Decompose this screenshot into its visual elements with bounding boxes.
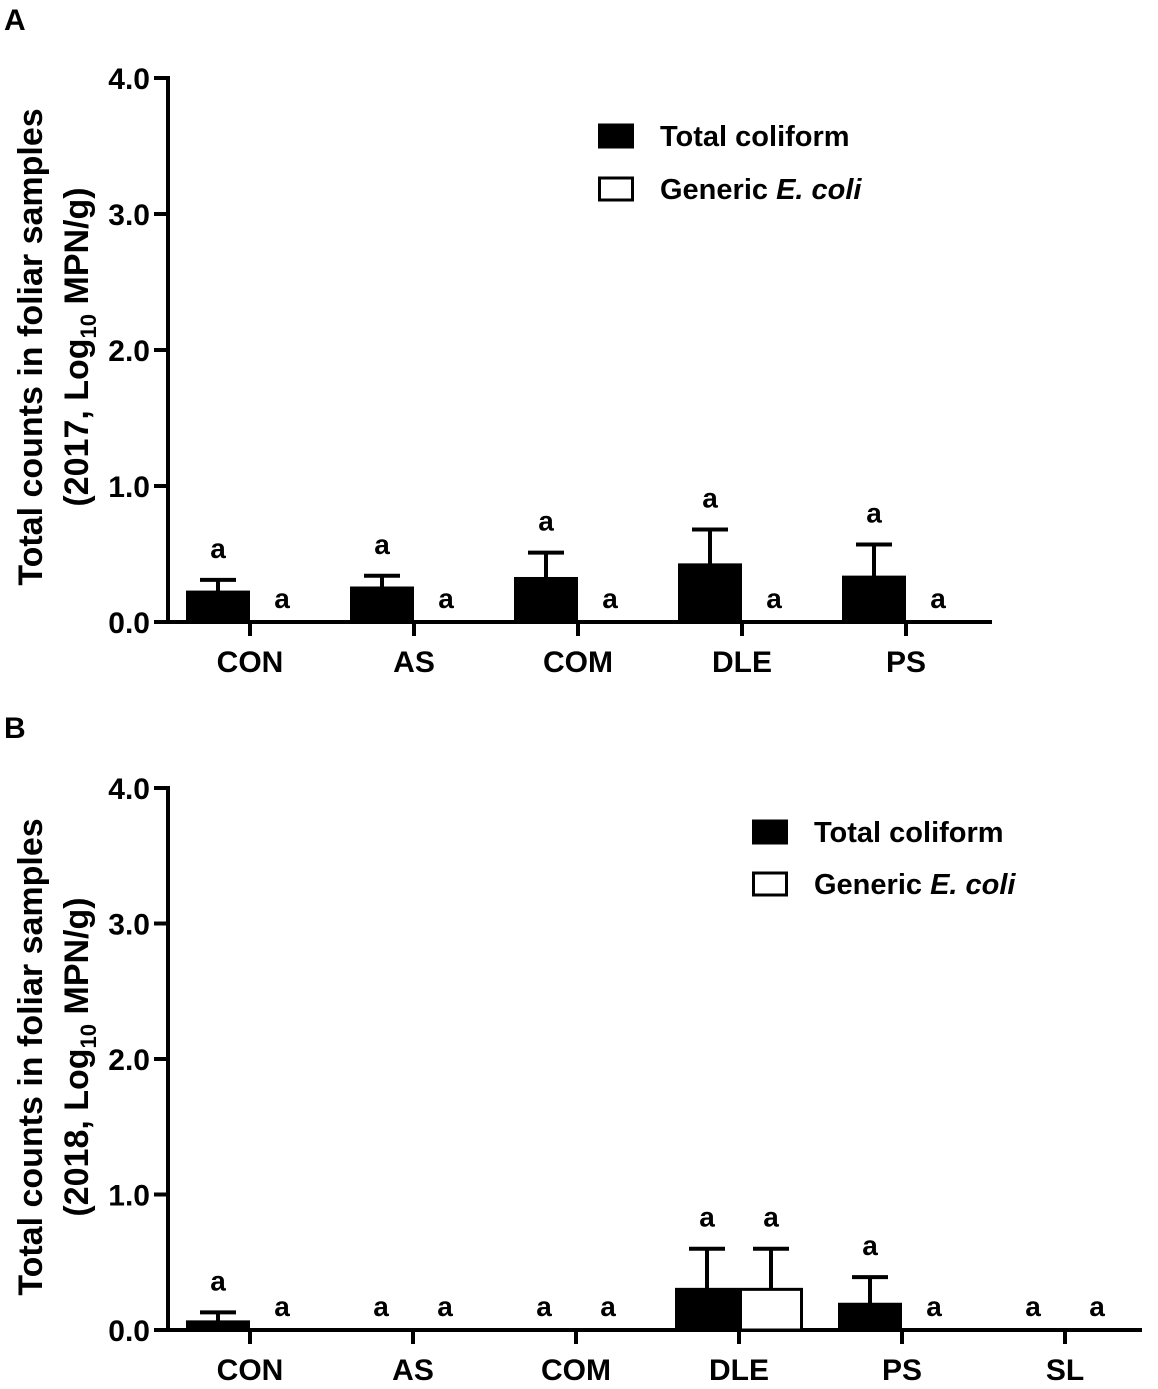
panel-a-bar-as-total-coliform bbox=[350, 586, 414, 624]
panel-b-legend-label-total-coliform: Total coliform bbox=[814, 817, 1004, 849]
panel-b-significance-label: a bbox=[274, 1291, 290, 1322]
panel-b-x-tick-label-ps: PS bbox=[882, 1354, 922, 1387]
panel-a-significance-label: a bbox=[866, 497, 882, 528]
panel-a-bar-dle-total-coliform bbox=[678, 563, 742, 624]
panel-a-significance-label: a bbox=[438, 583, 454, 614]
panel-a-significance-label: a bbox=[274, 583, 290, 614]
panel-a-x-tick-label-dle: DLE bbox=[712, 646, 772, 679]
panel-b-significance-label: a bbox=[536, 1291, 552, 1322]
panel-b-y-tick-label: 1.0 bbox=[108, 1180, 150, 1213]
panel-a-x-tick-label-ps: PS bbox=[886, 646, 926, 679]
panel-b-x-tick-label-con: CON bbox=[217, 1354, 284, 1387]
panel-a-bar-ps-total-coliform bbox=[842, 575, 906, 624]
panel-b-significance-label: a bbox=[1089, 1291, 1105, 1322]
panel-b-y-tick-label: 0.0 bbox=[108, 1315, 150, 1348]
panel-a-y-tick-label: 4.0 bbox=[108, 63, 150, 96]
panel-a-bar-com-total-coliform bbox=[514, 576, 578, 624]
panel-a-x-tick-label-com: COM bbox=[543, 646, 613, 679]
panel-a-letter: A bbox=[4, 4, 26, 37]
panel-b-x-tick-label-as: AS bbox=[392, 1354, 434, 1387]
panel-b-significance-label: a bbox=[699, 1202, 715, 1233]
panel-a-plot-area: 0.0 1.0 2.0 3.0 4.0 CON a a AS a a COM a a DLE a a PS a a bbox=[108, 63, 992, 679]
panel-a-y-axis-label-line2: (2017, Log10 MPN/g) bbox=[58, 187, 101, 506]
panel-b-significance-label: a bbox=[1025, 1291, 1041, 1322]
panel-a-significance-label: a bbox=[702, 483, 718, 514]
panel-b-y-axis-label-line1: Total counts in foliar samples bbox=[12, 818, 50, 1295]
panel-a-significance-label: a bbox=[930, 583, 946, 614]
panel-a-y-tick-label: 3.0 bbox=[108, 199, 150, 232]
panel-b-significance-label: a bbox=[862, 1230, 878, 1261]
panel-b-significance-label: a bbox=[373, 1291, 389, 1322]
panel-a-legend-label-total-coliform: Total coliform bbox=[660, 121, 850, 153]
panel-a-y-tick-label: 1.0 bbox=[108, 471, 150, 504]
panel-b-letter: B bbox=[4, 712, 26, 745]
panel-b-y-axis-label-line2: (2018, Log10 MPN/g) bbox=[58, 897, 101, 1216]
panel-b-significance-label: a bbox=[210, 1265, 226, 1296]
panel-b-legend-label-generic-e-coli: Generic E. coli bbox=[814, 869, 1016, 901]
panel-b-y-tick-label: 3.0 bbox=[108, 909, 150, 942]
panel-b-legend-swatch-generic-e-coli bbox=[752, 871, 788, 897]
panel-b-significance-label: a bbox=[600, 1291, 616, 1322]
panel-a-y-axis-label-line1: Total counts in foliar samples bbox=[12, 108, 50, 585]
panel-b-significance-label: a bbox=[763, 1202, 779, 1233]
panel-a-significance-label: a bbox=[210, 533, 226, 564]
panel-a-y-tick-label: 2.0 bbox=[108, 335, 150, 368]
panel-a-x-tick-label-con: CON bbox=[217, 646, 284, 679]
panel-b-x-tick-label-sl: SL bbox=[1046, 1354, 1084, 1387]
panel-b-legend-swatch-total-coliform bbox=[752, 819, 788, 845]
panel-a-significance-label: a bbox=[538, 506, 554, 537]
panel-a: A Total counts in foliar samples (2017, … bbox=[4, 4, 992, 679]
panel-a-legend-swatch-total-coliform bbox=[598, 123, 634, 149]
panel-a-bar-con-total-coliform bbox=[186, 590, 250, 624]
panel-b: B Total counts in foliar samples (2018, … bbox=[4, 712, 1142, 1387]
panel-a-legend-swatch-generic-e-coli bbox=[598, 176, 634, 202]
panel-b-bar-dle-total-coliform bbox=[675, 1287, 739, 1332]
panel-a-significance-label: a bbox=[602, 583, 618, 614]
panel-a-y-tick-label: 0.0 bbox=[108, 607, 150, 640]
panel-b-plot-area: 0.0 1.0 2.0 3.0 4.0 CON a a AS a a COM a a DLE a a PS a a SL… bbox=[108, 773, 1142, 1387]
panel-b-bar-con-total-coliform bbox=[186, 1320, 250, 1332]
panel-b-bar-ps-total-coliform bbox=[838, 1302, 902, 1332]
panel-b-significance-label: a bbox=[926, 1291, 942, 1322]
panel-b-bar-dle-generic-e-coli bbox=[739, 1287, 803, 1332]
panel-a-legend: Total coliform Generic E. coli bbox=[598, 121, 862, 206]
panel-b-x-tick-label-com: COM bbox=[541, 1354, 611, 1387]
panel-b-x-tick-label-dle: DLE bbox=[709, 1354, 769, 1387]
panel-a-significance-label: a bbox=[374, 529, 390, 560]
panel-b-y-tick-label: 4.0 bbox=[108, 773, 150, 806]
panel-a-significance-label: a bbox=[766, 583, 782, 614]
panel-b-legend: Total coliform Generic E. coli bbox=[752, 817, 1016, 901]
panel-b-y-tick-label: 2.0 bbox=[108, 1044, 150, 1077]
panel-a-legend-label-generic-e-coli: Generic E. coli bbox=[660, 174, 862, 206]
panel-a-x-tick-label-as: AS bbox=[393, 646, 435, 679]
panel-b-significance-label: a bbox=[437, 1291, 453, 1322]
